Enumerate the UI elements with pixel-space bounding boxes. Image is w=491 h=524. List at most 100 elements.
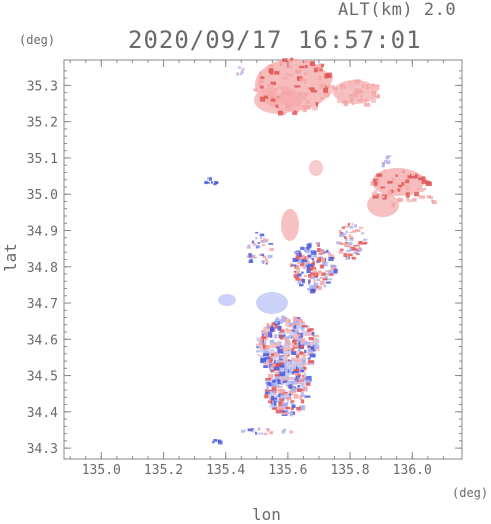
echo-pixel bbox=[302, 266, 308, 269]
echo-pixel bbox=[353, 92, 358, 98]
echo-pixel bbox=[308, 244, 312, 249]
echo-pixel bbox=[288, 322, 295, 326]
echo-pixel bbox=[276, 346, 280, 349]
echo-blob bbox=[309, 160, 323, 176]
echo-pixel bbox=[373, 190, 378, 193]
x-tick-label: 135.8 bbox=[330, 463, 369, 478]
echo-pixel bbox=[285, 68, 292, 73]
echo-pixel bbox=[316, 64, 322, 67]
echo-pixel bbox=[333, 268, 338, 274]
echo-pixel bbox=[270, 98, 276, 102]
echo-pixel bbox=[300, 325, 305, 331]
echo-blob bbox=[367, 193, 399, 217]
echo-pixel bbox=[364, 91, 370, 94]
echo-pixel bbox=[314, 345, 320, 349]
echo-pixel bbox=[317, 270, 323, 275]
echo-pixel bbox=[351, 256, 356, 260]
echo-pixel bbox=[385, 156, 390, 160]
echo-pixel bbox=[273, 399, 280, 403]
y-tick-label: 34.9 bbox=[27, 224, 58, 239]
echo-pixel bbox=[306, 246, 310, 250]
echo-pixel bbox=[288, 390, 294, 396]
echo-pixel bbox=[205, 181, 210, 184]
echo-pixel bbox=[282, 77, 288, 80]
echo-pixel bbox=[393, 180, 400, 183]
echo-pixel bbox=[262, 353, 270, 357]
echo-pixel bbox=[323, 88, 328, 93]
echo-pixel bbox=[414, 191, 420, 197]
echo-pixel bbox=[349, 99, 352, 103]
echo-pixel bbox=[311, 250, 317, 255]
echo-pixel bbox=[295, 371, 301, 376]
echo-pixel bbox=[279, 356, 284, 360]
echo-pixel bbox=[288, 369, 292, 375]
echo-pixel bbox=[258, 79, 265, 84]
echo-pixel bbox=[415, 174, 419, 179]
echo-pixel bbox=[247, 244, 251, 248]
echo-pixel bbox=[305, 249, 311, 254]
echo-pixel bbox=[268, 360, 273, 363]
echo-pixel bbox=[354, 247, 357, 251]
echo-pixel bbox=[308, 328, 314, 331]
echo-pixel bbox=[355, 250, 359, 254]
echo-pixel bbox=[292, 339, 297, 345]
echo-pixel bbox=[290, 386, 295, 390]
echo-pixel bbox=[350, 82, 357, 86]
echo-pixel bbox=[269, 404, 272, 408]
echo-pixel bbox=[302, 107, 307, 113]
echo-pixel bbox=[273, 85, 279, 88]
echo-pixel bbox=[339, 93, 345, 98]
echo-pixel bbox=[372, 86, 379, 91]
echo-pixel bbox=[266, 429, 270, 432]
echo-pixel bbox=[265, 335, 268, 341]
echo-pixel bbox=[240, 70, 244, 74]
echo-pixel bbox=[255, 343, 262, 347]
echo-pixel bbox=[278, 332, 286, 335]
echo-pixel bbox=[260, 358, 266, 364]
echo-pixel bbox=[351, 102, 355, 105]
echo-pixel bbox=[275, 409, 283, 414]
echo-pixel bbox=[258, 253, 262, 256]
echo-pixel bbox=[309, 61, 315, 67]
echo-pixel bbox=[276, 89, 282, 95]
echo-pixel bbox=[320, 277, 325, 279]
echo-pixel bbox=[271, 343, 277, 348]
x-tick-label: 135.6 bbox=[268, 463, 307, 478]
echo-pixel bbox=[288, 383, 293, 389]
echo-pixel bbox=[319, 83, 326, 89]
echo-pixel bbox=[344, 82, 349, 87]
echo-pixel bbox=[285, 411, 290, 415]
echo-pixel bbox=[318, 252, 322, 255]
echo-pixel bbox=[290, 388, 296, 391]
echo-pixel bbox=[293, 394, 299, 399]
echo-pixel bbox=[313, 286, 318, 290]
echo-pixel bbox=[339, 232, 343, 235]
echo-pixel bbox=[295, 266, 298, 269]
echo-pixel bbox=[319, 97, 324, 100]
echo-pixel bbox=[266, 322, 269, 327]
echo-pixel bbox=[284, 343, 289, 348]
echo-pixel bbox=[292, 358, 296, 363]
echo-pixel bbox=[297, 363, 303, 368]
echo-pixel bbox=[410, 180, 413, 186]
echo-pixel bbox=[316, 285, 319, 288]
echo-pixel bbox=[357, 229, 361, 232]
echo-pixel bbox=[301, 382, 305, 386]
echo-pixel bbox=[274, 376, 280, 382]
echo-pixel bbox=[267, 327, 270, 332]
echo-pixel bbox=[278, 110, 283, 116]
echo-pixel bbox=[213, 183, 217, 186]
echo-pixel bbox=[382, 162, 385, 167]
echo-pixel bbox=[429, 196, 433, 199]
echo-pixel bbox=[268, 392, 274, 397]
echo-pixel bbox=[278, 76, 282, 79]
echo-pixel bbox=[288, 376, 295, 380]
echo-pixel bbox=[309, 87, 315, 91]
echo-pixel bbox=[284, 365, 291, 369]
echo-pixel bbox=[317, 257, 322, 262]
echo-pixel bbox=[417, 188, 424, 192]
x-tick-label: 135.2 bbox=[144, 463, 183, 478]
echo-pixel bbox=[305, 375, 312, 381]
echo-pixel bbox=[241, 429, 244, 433]
echo-pixel bbox=[330, 254, 335, 258]
